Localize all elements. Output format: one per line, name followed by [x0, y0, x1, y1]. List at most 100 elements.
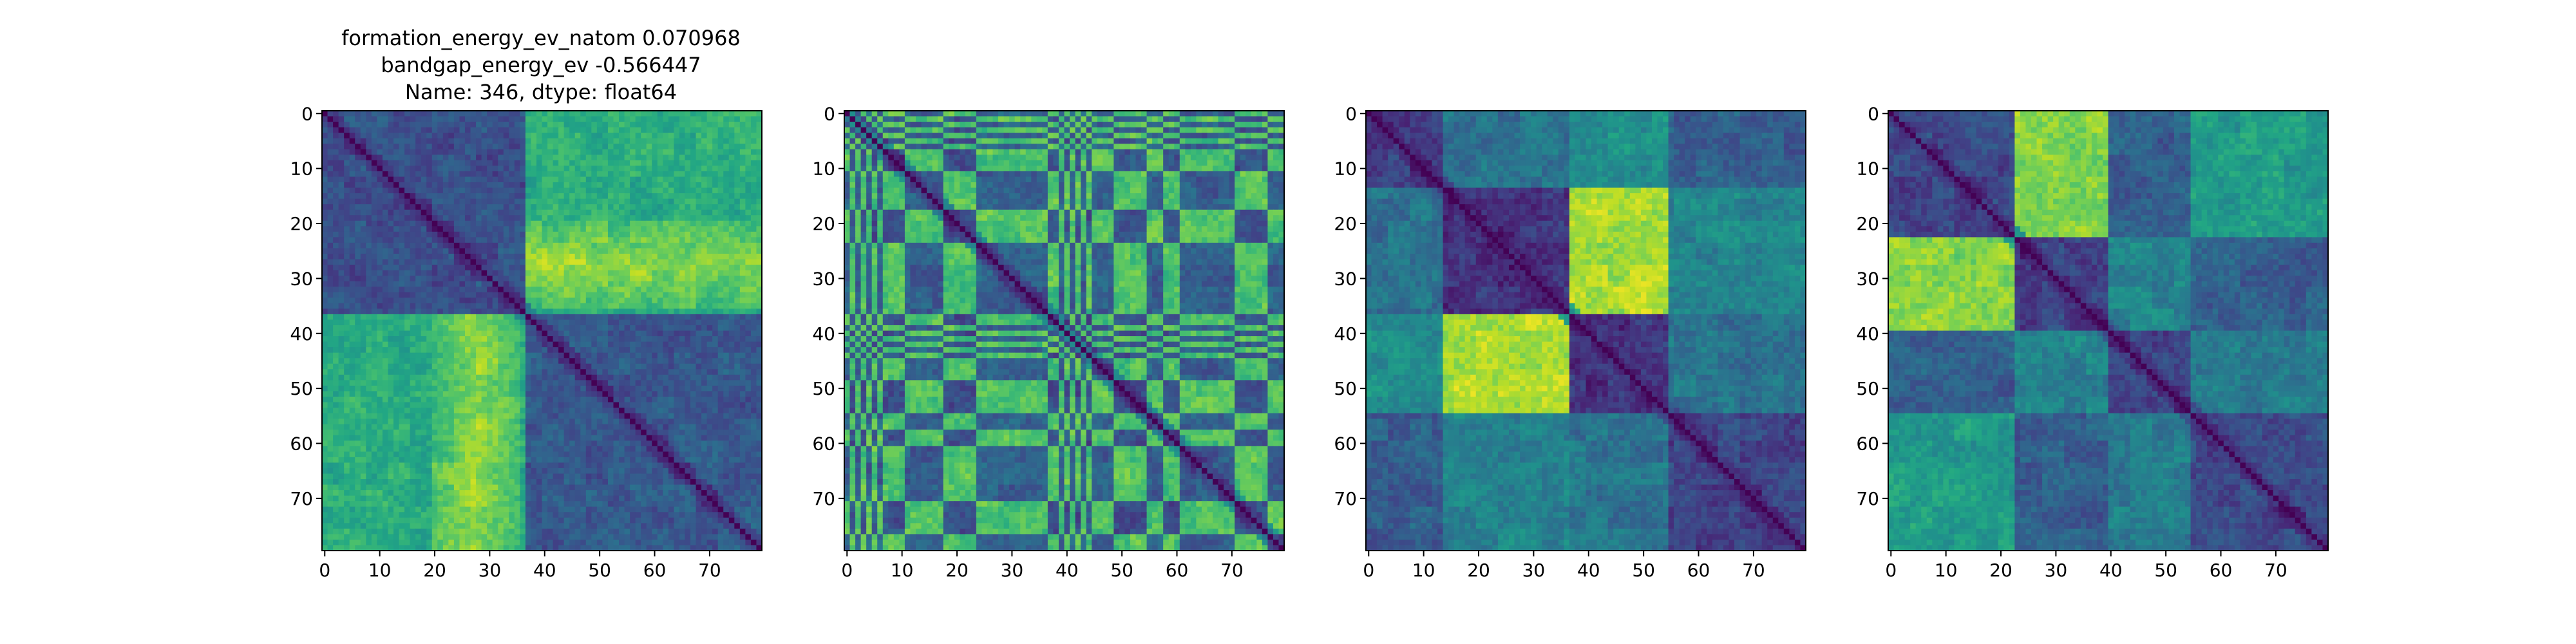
heatmap-cell: [564, 117, 570, 122]
heatmap-cell: [564, 243, 570, 249]
heatmap-cell: [487, 243, 493, 249]
heatmap-cell: [350, 193, 355, 199]
heatmap-cell: [712, 276, 718, 281]
heatmap-cell: [553, 215, 559, 221]
heatmap-cell: [674, 397, 679, 402]
heatmap-cell: [515, 243, 520, 249]
heatmap-cell: [718, 325, 724, 331]
heatmap-cell: [602, 166, 608, 171]
heatmap-cell: [751, 155, 757, 160]
heatmap-cell: [393, 408, 399, 413]
heatmap-cell: [350, 292, 355, 298]
heatmap-cell: [372, 276, 377, 281]
heatmap-cell: [498, 342, 504, 348]
heatmap-cell: [465, 210, 471, 216]
heatmap-cell: [569, 133, 575, 138]
heatmap-cell: [471, 413, 477, 419]
heatmap-cell: [608, 430, 614, 435]
heatmap-cell: [493, 204, 498, 210]
heatmap-cell: [613, 298, 619, 303]
heatmap-cell: [734, 287, 740, 292]
heatmap-cell: [399, 369, 405, 375]
heatmap-cell: [564, 138, 570, 144]
heatmap-cell: [701, 303, 707, 309]
heatmap-cell: [723, 182, 729, 188]
heatmap-cell: [504, 248, 509, 254]
heatmap-cell: [426, 204, 432, 210]
heatmap-cell: [459, 402, 465, 408]
heatmap-cell: [652, 402, 658, 408]
heatmap-cell: [366, 451, 372, 457]
heatmap-cell: [751, 248, 757, 254]
heatmap-cell: [647, 155, 652, 160]
heatmap-cell: [350, 204, 355, 210]
heatmap-cell: [542, 254, 548, 260]
heatmap-cell: [432, 138, 438, 144]
heatmap-cell: [459, 314, 465, 320]
heatmap-cell: [388, 358, 393, 364]
heatmap-cell: [679, 303, 685, 309]
heatmap-cell: [647, 270, 652, 276]
heatmap-cell: [361, 408, 366, 413]
heatmap-cell: [526, 215, 531, 221]
heatmap-cell: [509, 248, 515, 254]
heatmap-cell: [432, 419, 438, 424]
heatmap-cell: [339, 347, 345, 353]
heatmap-cell: [613, 325, 619, 331]
heatmap-cell: [404, 138, 410, 144]
heatmap-cell: [679, 281, 685, 287]
heatmap-cell: [372, 232, 377, 238]
heatmap-cell: [729, 391, 735, 397]
heatmap-cell: [542, 232, 548, 238]
heatmap-cell: [658, 369, 663, 375]
heatmap-cell: [751, 303, 757, 309]
heatmap-cell: [443, 199, 449, 205]
heatmap-cell: [696, 111, 702, 117]
heatmap-cell: [432, 402, 438, 408]
heatmap-cell: [509, 193, 515, 199]
heatmap-cell: [613, 243, 619, 249]
heatmap-cell: [350, 364, 355, 370]
heatmap-cell: [432, 221, 438, 227]
heatmap-cell: [723, 166, 729, 171]
heatmap-cell: [580, 402, 586, 408]
heatmap-cell: [564, 149, 570, 155]
heatmap-cell: [526, 369, 531, 375]
heatmap-cell: [482, 128, 488, 133]
heatmap-cell: [459, 128, 465, 133]
heatmap-cell: [608, 133, 614, 138]
heatmap-cell: [734, 391, 740, 397]
heatmap-cell: [740, 347, 746, 353]
heatmap-cell: [745, 210, 751, 216]
heatmap-cell: [597, 303, 603, 309]
heatmap-cell: [718, 342, 724, 348]
heatmap-cell: [448, 386, 454, 392]
heatmap-cell: [619, 303, 625, 309]
heatmap-cell: [476, 386, 482, 392]
heatmap-cell: [476, 281, 482, 287]
heatmap-cell: [569, 386, 575, 392]
heatmap-cell: [564, 419, 570, 424]
heatmap-cell: [663, 397, 668, 402]
heatmap-cell: [393, 347, 399, 353]
heatmap-cell: [542, 166, 548, 171]
heatmap-cell: [437, 199, 443, 205]
heatmap-cell: [476, 270, 482, 276]
heatmap-cell: [712, 281, 718, 287]
heatmap-cell: [344, 149, 350, 155]
heatmap-cell: [558, 182, 564, 188]
heatmap-cell: [674, 435, 679, 441]
heatmap-cell: [404, 176, 410, 182]
heatmap-cell: [586, 314, 592, 320]
heatmap-cell: [652, 440, 658, 446]
heatmap-cell: [536, 128, 542, 133]
heatmap-cell: [476, 298, 482, 303]
heatmap-cell: [569, 270, 575, 276]
heatmap-cell: [591, 226, 597, 232]
heatmap-cell: [426, 188, 432, 194]
heatmap-cell: [685, 133, 690, 138]
heatmap-cell: [415, 281, 421, 287]
heatmap-cell: [734, 260, 740, 265]
heatmap-cell: [476, 248, 482, 254]
heatmap-cell: [718, 386, 724, 392]
